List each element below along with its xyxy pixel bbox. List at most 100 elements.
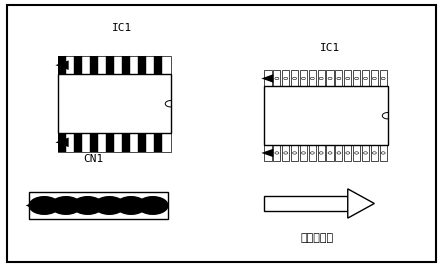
Bar (155, 133, 163, 152)
Bar (264, 70, 272, 86)
Polygon shape (348, 189, 374, 218)
Bar (371, 145, 378, 161)
Circle shape (50, 196, 82, 215)
Text: 过波峰方向: 过波峰方向 (300, 233, 333, 243)
Circle shape (373, 152, 376, 154)
Text: IC1: IC1 (320, 43, 340, 53)
Circle shape (364, 77, 367, 80)
Bar (309, 70, 316, 86)
Circle shape (275, 152, 279, 154)
Circle shape (266, 77, 270, 80)
Bar (138, 133, 146, 152)
Bar (318, 70, 325, 86)
Bar (74, 56, 82, 74)
Bar (264, 196, 348, 211)
Bar (106, 133, 114, 152)
Bar (106, 56, 114, 74)
Circle shape (93, 196, 125, 215)
Circle shape (346, 77, 350, 80)
Bar (335, 145, 342, 161)
Bar (82, 133, 90, 152)
Bar (98, 133, 106, 152)
Bar (300, 70, 307, 86)
Bar (122, 133, 130, 152)
Bar (58, 56, 171, 74)
Bar (380, 145, 387, 161)
Bar (58, 56, 66, 74)
Bar (273, 145, 280, 161)
Bar (58, 133, 66, 152)
Circle shape (311, 152, 314, 154)
Circle shape (337, 152, 341, 154)
Bar (138, 56, 146, 74)
Bar (353, 70, 360, 86)
Bar (326, 70, 334, 86)
Bar (344, 145, 351, 161)
Polygon shape (261, 149, 273, 157)
Bar (163, 133, 171, 152)
Bar (114, 56, 122, 74)
Bar (300, 145, 307, 161)
Bar (380, 70, 387, 86)
Polygon shape (55, 60, 69, 70)
Circle shape (284, 152, 288, 154)
Circle shape (381, 152, 385, 154)
Circle shape (115, 196, 147, 215)
Bar (29, 192, 168, 219)
Bar (122, 56, 130, 74)
Bar (273, 70, 280, 86)
Bar (309, 145, 316, 161)
Bar (90, 133, 98, 152)
Bar (353, 145, 360, 161)
Bar (155, 56, 163, 74)
Circle shape (275, 77, 279, 80)
Circle shape (346, 152, 350, 154)
Bar (82, 56, 90, 74)
Circle shape (302, 77, 305, 80)
Circle shape (293, 77, 296, 80)
Bar (58, 133, 171, 152)
Bar (130, 133, 138, 152)
Circle shape (311, 77, 314, 80)
Bar (264, 86, 388, 145)
Circle shape (72, 196, 104, 215)
Bar (326, 145, 334, 161)
Polygon shape (261, 74, 273, 83)
Circle shape (364, 152, 367, 154)
Bar (362, 70, 369, 86)
Bar (318, 145, 325, 161)
Circle shape (328, 152, 332, 154)
Circle shape (373, 77, 376, 80)
Bar (146, 133, 155, 152)
Bar (362, 145, 369, 161)
Circle shape (266, 152, 270, 154)
Bar (344, 70, 351, 86)
Circle shape (337, 77, 341, 80)
Bar (282, 70, 289, 86)
Bar (291, 70, 298, 86)
Circle shape (328, 77, 332, 80)
Bar (66, 133, 74, 152)
Bar (74, 133, 82, 152)
Bar (66, 56, 74, 74)
Bar (291, 145, 298, 161)
Bar (335, 70, 342, 86)
Bar (58, 74, 171, 133)
Circle shape (355, 152, 358, 154)
Bar (282, 145, 289, 161)
Bar (163, 56, 171, 74)
Bar (264, 145, 272, 161)
Bar (146, 56, 155, 74)
Bar (90, 56, 98, 74)
Circle shape (28, 196, 60, 215)
Circle shape (355, 77, 358, 80)
Bar (114, 133, 122, 152)
Bar (130, 56, 138, 74)
Circle shape (293, 152, 296, 154)
Circle shape (137, 196, 169, 215)
Text: CN1: CN1 (83, 153, 103, 164)
Bar (98, 56, 106, 74)
Polygon shape (26, 200, 39, 211)
Text: IC1: IC1 (112, 23, 132, 33)
Circle shape (319, 77, 323, 80)
